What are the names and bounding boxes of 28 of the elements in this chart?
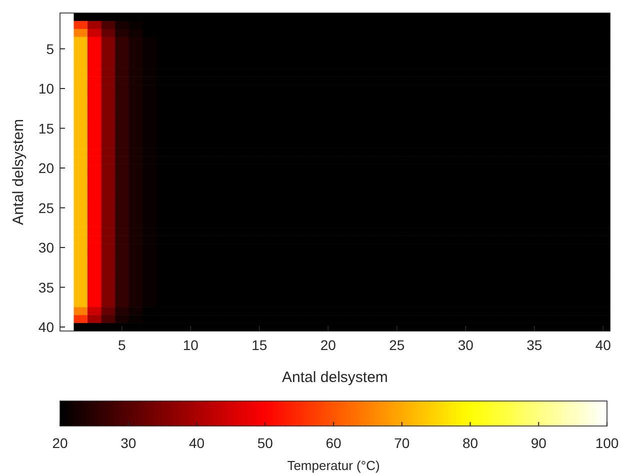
y-tick-label: 40 <box>38 319 54 336</box>
x-tick-label: 30 <box>458 337 474 353</box>
x-tick-label: 15 <box>252 337 268 353</box>
color-bar-label: 30 <box>120 435 136 451</box>
x-tick-label: 20 <box>320 337 336 353</box>
y-tick-label: 30 <box>38 240 54 256</box>
y-tick-label: 10 <box>38 80 54 97</box>
color-bar-title: Temperatur (°C) <box>287 458 380 473</box>
x-axis-title: Antal delsystem <box>282 369 388 386</box>
y-axis-title: Antal delsystem <box>10 119 27 225</box>
x-tick-label: 5 <box>118 337 126 353</box>
y-tick-label: 20 <box>38 160 54 176</box>
x-tick-label: 35 <box>526 337 542 353</box>
y-tick-label: 15 <box>38 120 54 136</box>
x-tick-label: 10 <box>182 337 199 353</box>
color-bar-label: 80 <box>462 435 478 451</box>
color-bar-label: 40 <box>188 435 205 451</box>
y-tick-label: 5 <box>46 40 54 57</box>
x-tick-label: 25 <box>389 337 405 353</box>
color-bar-label: 20 <box>52 435 68 451</box>
y-tick-label: 35 <box>38 279 54 296</box>
color-bar-label: 100 <box>595 435 619 451</box>
x-tick-label: 40 <box>595 337 612 353</box>
color-bar-label: 60 <box>326 435 342 451</box>
color-bar-label: 70 <box>394 435 410 451</box>
color-bar-label: 90 <box>530 435 547 451</box>
color-bar-label: 50 <box>257 435 274 451</box>
y-tick-label: 25 <box>38 200 54 216</box>
